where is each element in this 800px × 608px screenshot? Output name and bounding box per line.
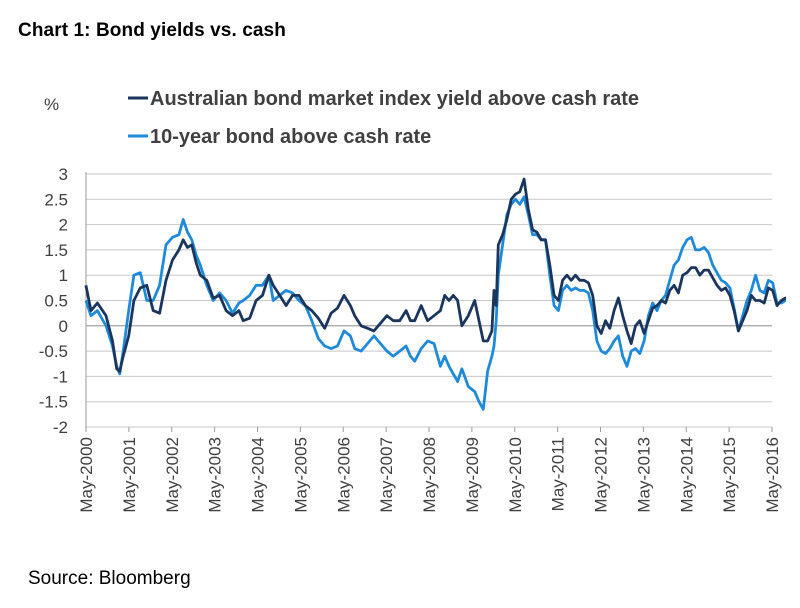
y-tick-label: 0	[59, 317, 68, 336]
source-note: Source: Bloomberg	[28, 568, 191, 589]
x-tick-label: May-2013	[634, 437, 653, 513]
y-tick-label: 1.5	[44, 241, 68, 260]
x-tick-label: May-2002	[163, 437, 182, 513]
legend-label-2: 10-year bond above cash rate	[150, 126, 431, 148]
y-tick-label: -1.5	[39, 393, 68, 412]
y-axis-unit-label: %	[44, 95, 59, 114]
legend: Australian bond market index yield above…	[128, 88, 639, 148]
chart-title: Chart 1: Bond yields vs. cash	[18, 20, 286, 41]
x-tick-label: May-2007	[377, 437, 396, 513]
x-tick-label: May-2003	[206, 437, 225, 513]
x-tick-label: May-2004	[249, 437, 268, 513]
y-tick-label: 2	[59, 216, 68, 235]
x-tick-label: May-2001	[120, 437, 139, 513]
line-chart: 32.521.510.50-0.5-1-1.5-2 May-2000 May-20…	[39, 88, 786, 513]
x-tick-label: May-2014	[677, 437, 696, 513]
gridlines	[86, 173, 772, 428]
y-tick-labels: 3 2.5 2 1.5 1 0.5 0 -0.5 -1 -1.5 -2	[39, 165, 68, 437]
x-tick-label: May-2006	[334, 437, 353, 513]
x-tick-label: May-2009	[463, 437, 482, 513]
legend-label-1: Australian bond market index yield above…	[150, 88, 639, 110]
y-tick-label: -2	[53, 418, 68, 437]
chart-panel: 3 2.5 2 1.5 1 0.5 0 -0.5 -1 -1.5 -2 May-2000 May-20…	[14, 62, 786, 558]
x-tick-labels: May-2000 May-2001 May-2002 May-2003 May-2004…	[77, 437, 782, 513]
y-tick-label: 0.5	[44, 292, 68, 311]
y-tick-label: 2.5	[44, 190, 68, 209]
axes	[85, 172, 773, 432]
x-tick-label: May-2015	[720, 437, 739, 513]
x-tick-label: May-2016	[763, 437, 782, 513]
series-lines	[84, 177, 786, 411]
x-tick-label: May-2000	[77, 437, 96, 513]
y-tick-label: -1	[53, 367, 68, 386]
x-tick-label: May-2008	[420, 437, 439, 513]
x-tick-label: May-2011	[549, 437, 568, 511]
x-tick-label: May-2010	[506, 437, 525, 513]
y-tick-label: 3	[59, 165, 68, 184]
x-tick-label: May-2005	[291, 437, 310, 513]
y-tick-label: -0.5	[39, 342, 68, 361]
series-line-1	[84, 177, 786, 373]
x-tick-label: May-2012	[592, 437, 611, 513]
y-tick-label: 1	[59, 266, 68, 285]
series-line-2	[84, 195, 786, 411]
